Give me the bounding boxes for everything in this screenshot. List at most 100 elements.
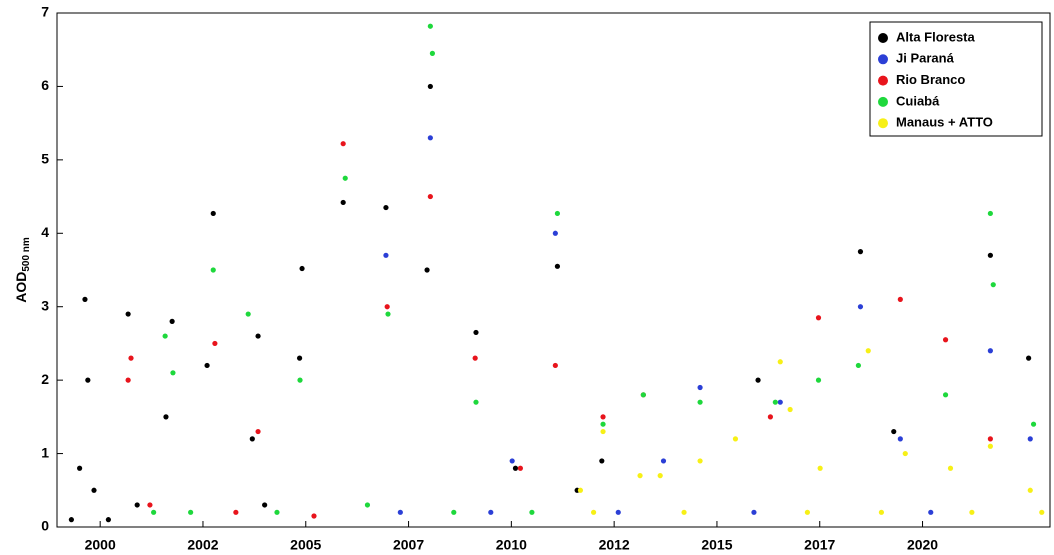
data-point (163, 414, 169, 420)
data-point (274, 509, 280, 515)
data-point (512, 465, 519, 471)
data-point (68, 517, 74, 523)
data-point (128, 355, 134, 361)
data-point (1030, 421, 1037, 427)
data-point (169, 318, 175, 324)
data-point (210, 210, 216, 217)
data-point (162, 333, 168, 339)
data-points (68, 23, 1045, 523)
legend-marker (878, 75, 888, 86)
data-point (472, 355, 478, 361)
x-tick-label: 2007 (393, 537, 424, 553)
data-point (902, 450, 908, 457)
y-tick-label: 0 (41, 518, 49, 534)
data-point (245, 311, 251, 317)
data-point (878, 509, 885, 515)
data-point (590, 509, 597, 515)
data-point (296, 355, 303, 361)
data-point (383, 252, 389, 258)
data-point (969, 509, 975, 515)
data-point (297, 377, 303, 383)
data-point (255, 333, 261, 339)
data-point (897, 296, 903, 302)
data-point (777, 359, 783, 365)
data-point (204, 362, 210, 369)
data-point (91, 487, 97, 493)
data-point (105, 517, 111, 523)
legend-label: Cuiabá (896, 93, 940, 108)
data-point (787, 406, 793, 413)
data-point (488, 509, 494, 515)
data-point (865, 348, 871, 354)
data-point (942, 392, 949, 398)
data-point (640, 392, 646, 398)
x-tick-label: 2020 (907, 537, 938, 553)
data-point (342, 175, 348, 181)
plot-frame (56, 12, 1051, 528)
x-tick-label: 2010 (496, 537, 527, 553)
data-point (473, 399, 479, 405)
data-point (815, 315, 822, 321)
data-point (697, 399, 703, 405)
data-point (212, 340, 218, 347)
y-tick-label: 5 (41, 151, 49, 167)
data-point (554, 263, 561, 269)
data-point (987, 348, 993, 354)
data-point (857, 304, 864, 310)
data-point (340, 199, 346, 206)
data-point (928, 509, 934, 515)
data-point (210, 267, 216, 273)
legend-label: Alta Floresta (896, 29, 976, 44)
data-point (429, 50, 436, 56)
legend-label: Ji Paraná (896, 51, 955, 66)
data-point (804, 509, 811, 515)
data-point (473, 329, 479, 336)
data-point (600, 421, 606, 427)
y-axis-label: AOD500 nm (13, 237, 32, 303)
data-point (170, 370, 176, 376)
data-point (577, 487, 584, 493)
y-tick-label: 1 (41, 444, 49, 460)
data-point (147, 502, 153, 508)
data-point (364, 502, 371, 508)
legend-marker (878, 54, 888, 65)
data-point (1027, 436, 1033, 442)
data-point (77, 465, 83, 471)
data-point (125, 311, 131, 317)
x-tick-label: 2005 (290, 537, 321, 553)
data-point (751, 509, 757, 515)
data-point (942, 337, 949, 343)
data-point (615, 509, 621, 515)
legend-label: Manaus + ATTO (896, 115, 993, 130)
data-point (681, 509, 687, 515)
data-point (600, 414, 606, 420)
data-point (424, 267, 430, 273)
data-point (1027, 487, 1033, 493)
data-point (509, 458, 515, 464)
data-point (552, 230, 558, 236)
data-point (151, 509, 157, 515)
y-tick-label: 6 (41, 77, 49, 93)
data-point (262, 502, 268, 508)
data-point (1039, 509, 1045, 515)
data-point (233, 509, 239, 515)
data-point (255, 428, 261, 435)
data-point (427, 193, 433, 200)
x-tick-label: 2012 (599, 537, 630, 553)
data-point (755, 377, 761, 383)
y-tick-label: 2 (41, 371, 49, 387)
y-tick-label: 7 (41, 4, 49, 20)
legend-marker (878, 118, 888, 129)
data-point (451, 509, 457, 515)
data-point (660, 458, 667, 464)
data-point (125, 377, 131, 383)
data-point (891, 428, 897, 435)
data-point (732, 436, 739, 442)
x-tick-label: 2002 (187, 537, 218, 553)
data-point (772, 399, 778, 405)
data-point (987, 210, 993, 217)
data-point (134, 502, 140, 508)
data-point (697, 384, 703, 391)
data-point (427, 83, 433, 90)
